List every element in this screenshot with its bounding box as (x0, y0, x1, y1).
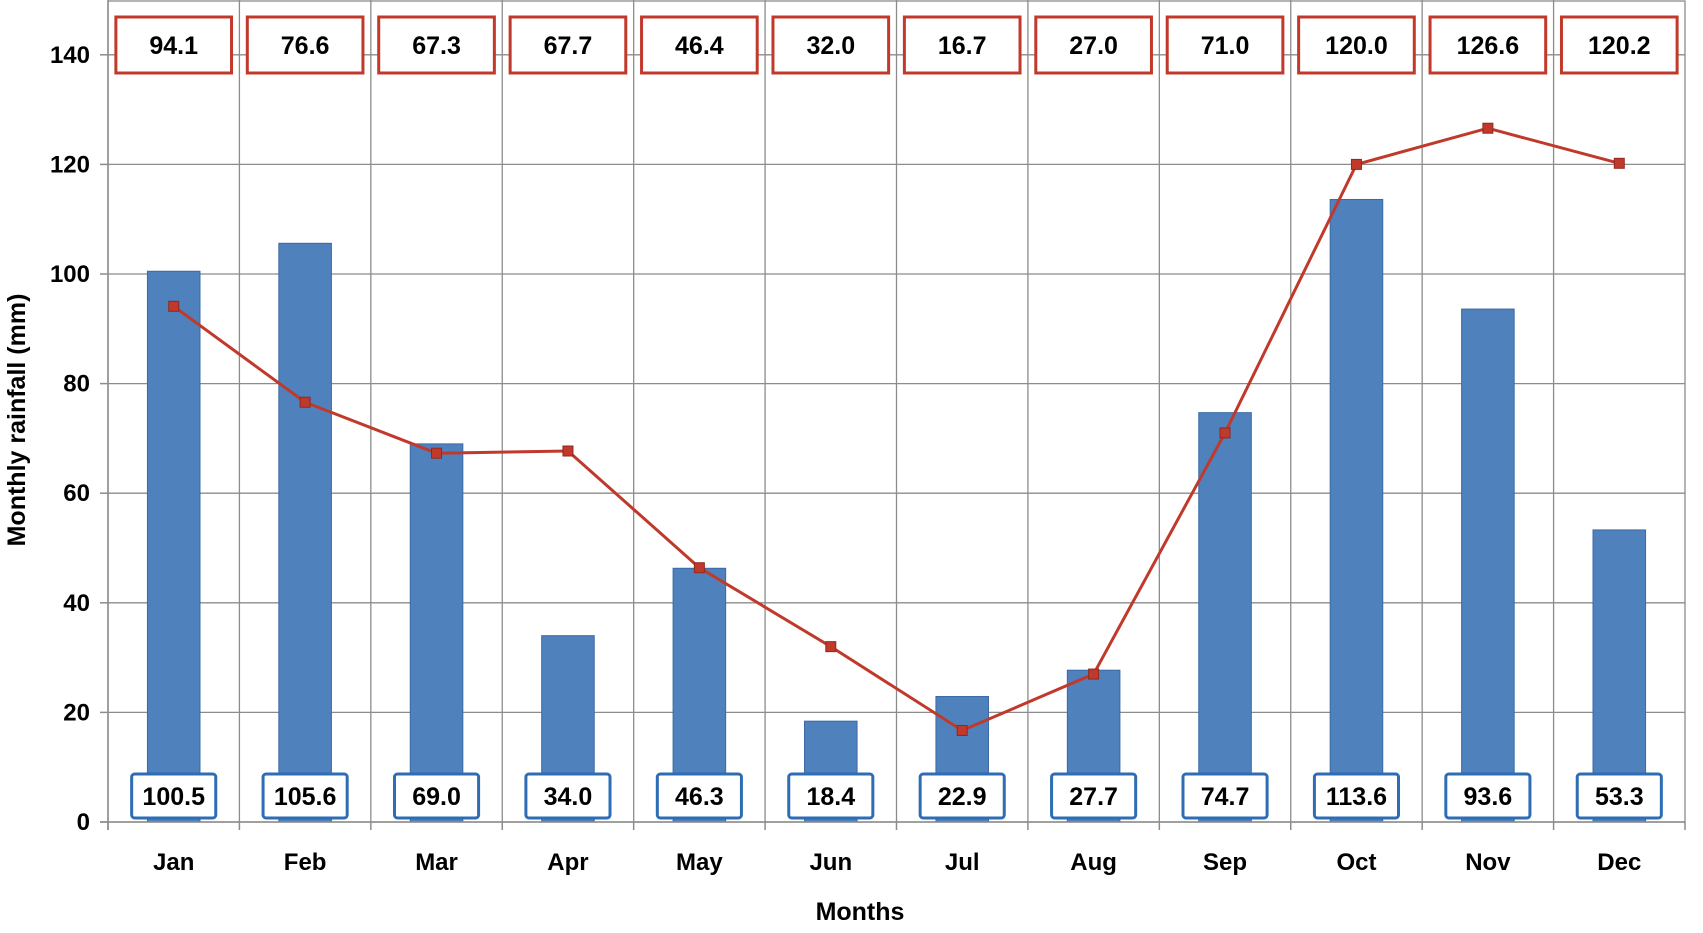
line-point-feb (299, 396, 311, 408)
bar-jan (146, 270, 201, 823)
bar-value-label-mar: 69.0 (412, 783, 461, 811)
bar-value-label-dec: 53.3 (1595, 783, 1644, 811)
bar-value-label-jun: 18.4 (806, 783, 855, 811)
y-axis-title: Monthly rainfall (mm) (3, 294, 31, 547)
line-path (172, 126, 1620, 733)
x-axis-title: Months (816, 898, 905, 926)
bar-value-label-may: 46.3 (675, 783, 724, 811)
y-tick-label: 20 (63, 699, 90, 726)
x-tick-label-jun: Jun (809, 849, 852, 876)
bar-value-label-sep: 74.7 (1201, 783, 1250, 811)
bar-label-box (918, 772, 1006, 820)
y-tick-label: 0 (77, 809, 90, 836)
bar-label-box (130, 772, 218, 820)
bar-label-box (1312, 772, 1401, 820)
x-tick-label-apr: Apr (547, 849, 588, 876)
line-value-label-sep: 71.0 (1201, 32, 1250, 60)
x-tick-label-nov: Nov (1465, 849, 1511, 876)
y-tick-label: 100 (50, 261, 90, 288)
data-labels: 94.1 76.6 67.3 67.7 46.4 32.0 16.7 27.0 71.0 120.… (114, 15, 1679, 820)
line-label-box (508, 15, 628, 75)
bar-label-box (392, 772, 481, 820)
bar-label-box (787, 772, 875, 820)
bar-feb (278, 242, 332, 823)
y-tick-label: 120 (50, 151, 90, 178)
bar-nov (1461, 308, 1515, 823)
line-point-oct (1350, 158, 1362, 170)
x-tick-label-jan: Jan (153, 849, 194, 876)
x-tick-label-jul: Jul (945, 849, 980, 876)
bar-label-box (261, 772, 349, 820)
line-value-label-jan: 94.1 (149, 32, 198, 60)
bar-value-label-jul: 22.9 (938, 783, 987, 811)
bar-label-box (1575, 772, 1663, 820)
line-value-label-oct: 120.0 (1325, 32, 1388, 60)
line-value-label-apr: 67.7 (544, 32, 593, 60)
line-point-jun (825, 641, 837, 653)
line-label-box (1034, 15, 1153, 75)
bar-label-box (1444, 772, 1532, 820)
line-value-label-mar: 67.3 (412, 32, 461, 60)
line-label-box (245, 15, 365, 75)
x-tick-label-oct: Oct (1336, 849, 1376, 876)
y-tick-label: 140 (50, 42, 90, 69)
bar-value-label-oct: 113.6 (1326, 783, 1387, 811)
line-point-jul (956, 724, 968, 736)
line-value-label-dec: 120.2 (1588, 32, 1651, 60)
bar-label-box (524, 772, 612, 820)
bar-value-label-nov: 93.6 (1464, 783, 1513, 811)
line-label-box (771, 15, 891, 75)
line-point-nov (1482, 122, 1494, 134)
x-tick-label-dec: Dec (1597, 849, 1641, 876)
bar-mar (409, 443, 464, 823)
line-label-box (1297, 15, 1416, 75)
bar-value-label-aug: 27.7 (1069, 783, 1118, 811)
line-point-may (693, 562, 705, 574)
y-tick-label: 40 (63, 590, 90, 617)
bar-value-label-apr: 34.0 (544, 783, 593, 811)
x-tick-label-mar: Mar (415, 849, 458, 876)
bar-label-box (1050, 772, 1138, 820)
grid-layer (107, 0, 1686, 823)
line-label-box (1428, 15, 1548, 75)
line-value-label-jul: 16.7 (938, 32, 987, 60)
line-label-box (902, 15, 1022, 75)
line-label-box (377, 15, 496, 75)
line-label-box (1559, 15, 1679, 75)
y-tick-label: 80 (63, 371, 90, 398)
line-value-label-may: 46.4 (675, 32, 724, 60)
x-tick-label-aug: Aug (1070, 849, 1117, 876)
y-tick-label: 60 (63, 480, 90, 507)
bar-oct (1329, 198, 1384, 823)
line-label-box (1165, 15, 1285, 75)
x-tick-label-sep: Sep (1203, 849, 1247, 876)
line-point-dec (1613, 157, 1625, 169)
line-point-aug (1088, 668, 1100, 680)
line-label-box (114, 15, 234, 75)
x-tick-label-may: May (676, 849, 723, 876)
line-label-box (640, 15, 759, 75)
line-point-sep (1219, 427, 1231, 439)
line-value-label-jun: 32.0 (806, 32, 855, 60)
line-point-apr (562, 445, 574, 457)
bar-series (146, 198, 1647, 823)
bar-label-box (655, 772, 743, 820)
bar-value-label-feb: 105.6 (274, 783, 337, 811)
line-value-label-aug: 27.0 (1069, 32, 1118, 60)
bar-label-box (1181, 772, 1269, 820)
line-series (168, 122, 1625, 736)
line-point-mar (431, 447, 443, 459)
line-value-label-feb: 76.6 (281, 32, 330, 60)
bar-sep (1198, 412, 1252, 823)
x-tick-label-feb: Feb (284, 849, 327, 876)
axes: 0 20 40 60 80 100 120 140 Jan Feb Mar Apr May Jun Jul A… (50, 0, 1686, 876)
bar-value-label-jan: 100.5 (142, 783, 205, 811)
line-point-jan (168, 300, 180, 312)
line-value-label-nov: 126.6 (1457, 32, 1520, 60)
